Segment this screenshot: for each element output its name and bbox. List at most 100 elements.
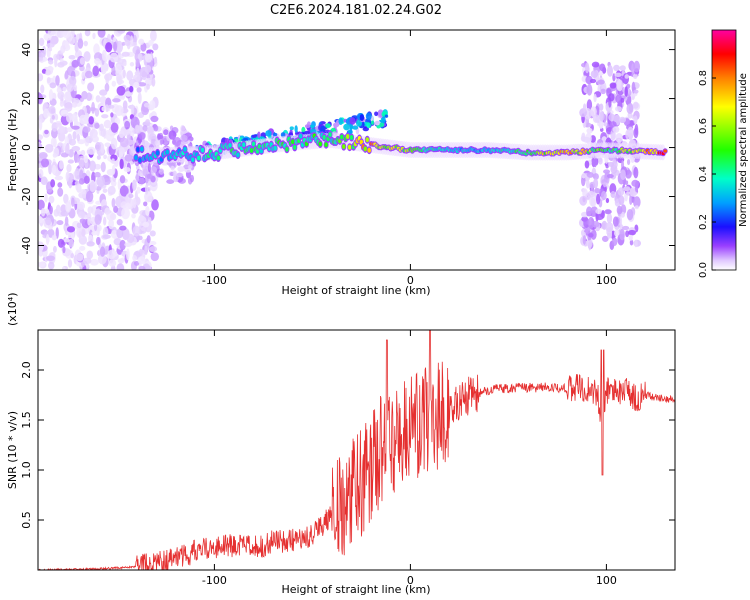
spectrogram-speckle	[620, 169, 626, 181]
spectrogram-speckle	[60, 109, 69, 117]
spectrogram-speckle	[122, 129, 132, 135]
spectrogram-speckle	[613, 64, 620, 72]
spectrogram-speckle	[81, 228, 86, 237]
spectrogram-speckle	[598, 119, 604, 129]
spectrogram-speckle	[149, 133, 157, 141]
spectrogram-speckle	[101, 106, 106, 112]
colorbar-gradient	[711, 29, 737, 271]
spectrogram-speckle	[600, 190, 607, 201]
spectrogram-speckle	[101, 49, 107, 62]
spectrogram-speckle	[626, 103, 634, 115]
spectrogram-speckle	[586, 127, 593, 134]
spectrogram-speckle	[349, 117, 356, 125]
spectrogram-speckle	[124, 120, 131, 130]
spectrogram-speckle	[110, 137, 118, 150]
spectrogram-speckle	[68, 138, 77, 146]
spectrogram-speckle	[49, 35, 59, 45]
spectrogram-speckle	[107, 185, 116, 195]
spectrogram-trace-core	[196, 155, 201, 161]
spectrogram-speckle	[602, 181, 607, 188]
spectrogram-speckle	[87, 82, 95, 92]
spectrogram-speckle	[38, 199, 45, 211]
spectrogram-speckle	[619, 65, 626, 71]
spectrogram-trace-core	[345, 134, 350, 140]
spectrogram-speckle	[63, 238, 70, 243]
spectrogram-speckle	[138, 132, 146, 140]
spectrogram-speckle	[96, 208, 100, 216]
spectrogram-speckle	[257, 131, 261, 139]
spectrogram-speckle	[118, 130, 125, 139]
spectrogram-trace-core	[318, 141, 323, 147]
spectrogram-speckle	[593, 178, 599, 189]
spectrogram-speckle	[99, 89, 108, 96]
colorbar-label: Normalized spectral amplitude	[738, 73, 749, 227]
spectrogram-speckle	[76, 222, 82, 229]
spectrogram-speckle	[50, 179, 56, 188]
x-tick-label: 100	[596, 574, 617, 587]
spectrogram-speckle	[163, 129, 169, 136]
colorbar-tick-label: 0.8	[698, 70, 709, 86]
spectrogram-speckle	[48, 89, 54, 101]
spectrogram-speckle	[60, 45, 66, 54]
spectrogram-speckle	[116, 74, 123, 86]
y-tick-label: 1.0	[20, 461, 33, 479]
spectrogram-speckle	[384, 114, 389, 118]
spectrogram-speckle	[57, 238, 65, 248]
spectrogram-speckle	[625, 230, 630, 238]
spectrogram-speckle	[79, 169, 84, 181]
spectrogram-speckle	[73, 84, 78, 92]
y-tick-label: 2.0	[20, 361, 33, 379]
spectrogram-speckle	[149, 30, 157, 42]
spectrogram-speckle	[103, 119, 112, 129]
spectrogram-speckle	[128, 193, 134, 199]
spectrogram-speckle	[591, 61, 600, 68]
spectrogram-speckle	[608, 121, 617, 128]
spectrogram-trace-core	[291, 139, 295, 145]
spectrogram-speckle	[53, 137, 57, 148]
snr-plot-area	[38, 330, 675, 570]
spectrogram-speckle	[633, 60, 640, 73]
spectrogram-speckle	[581, 172, 586, 179]
spectrogram-trace-core	[228, 143, 232, 149]
spectrogram-speckle	[586, 83, 593, 96]
spectrogram-speckle	[72, 130, 77, 140]
spectrogram-speckle	[129, 85, 134, 93]
spectrogram-speckle	[362, 126, 370, 132]
spectrogram-trace-core	[663, 149, 667, 153]
spectrogram-speckle	[144, 53, 153, 63]
spectrogram-speckle	[379, 122, 385, 127]
spectrogram-speckle	[138, 38, 145, 45]
spectrogram-speckle	[272, 132, 278, 137]
spectrogram-speckle	[138, 214, 144, 222]
snr-y-multiplier: (x10⁴)	[6, 293, 19, 327]
spectrogram-speckle	[176, 161, 181, 166]
spectrogram-speckle	[148, 245, 158, 252]
spectrogram-speckle	[138, 177, 146, 185]
spectrogram-speckle	[615, 132, 623, 143]
spectrogram-speckle	[599, 111, 605, 122]
spectrogram-speckle	[64, 72, 68, 80]
spectrogram-speckle	[117, 258, 125, 264]
y-tick-label: 0	[20, 144, 33, 151]
spectrogram-speckle	[608, 93, 615, 102]
spectrogram-speckle	[71, 113, 78, 122]
spectrogram-speckle	[80, 189, 87, 195]
spectrogram-speckle	[45, 69, 51, 76]
y-tick-label: 0.5	[20, 511, 33, 529]
spectrogram-speckle	[81, 71, 85, 80]
spectrogram-speckle	[111, 197, 116, 208]
spectrogram-speckle	[82, 126, 91, 133]
spectrogram-speckle	[42, 45, 47, 58]
spectrogram-speckle	[83, 40, 88, 47]
spectrogram-speckle	[603, 122, 608, 127]
snr-x-label: Height of straight line (km)	[281, 583, 430, 596]
spectrogram-speckle	[55, 227, 59, 239]
spectrogram-trace-core	[136, 147, 140, 153]
spectrogram-speckle	[589, 78, 597, 84]
snr-line	[38, 330, 675, 570]
spectrogram-speckle	[96, 155, 101, 160]
spectrogram-speckle	[352, 125, 359, 130]
spectrogram-speckle	[146, 235, 151, 244]
spectrogram-speckle	[265, 130, 272, 137]
spectrogram-speckle	[606, 174, 614, 179]
